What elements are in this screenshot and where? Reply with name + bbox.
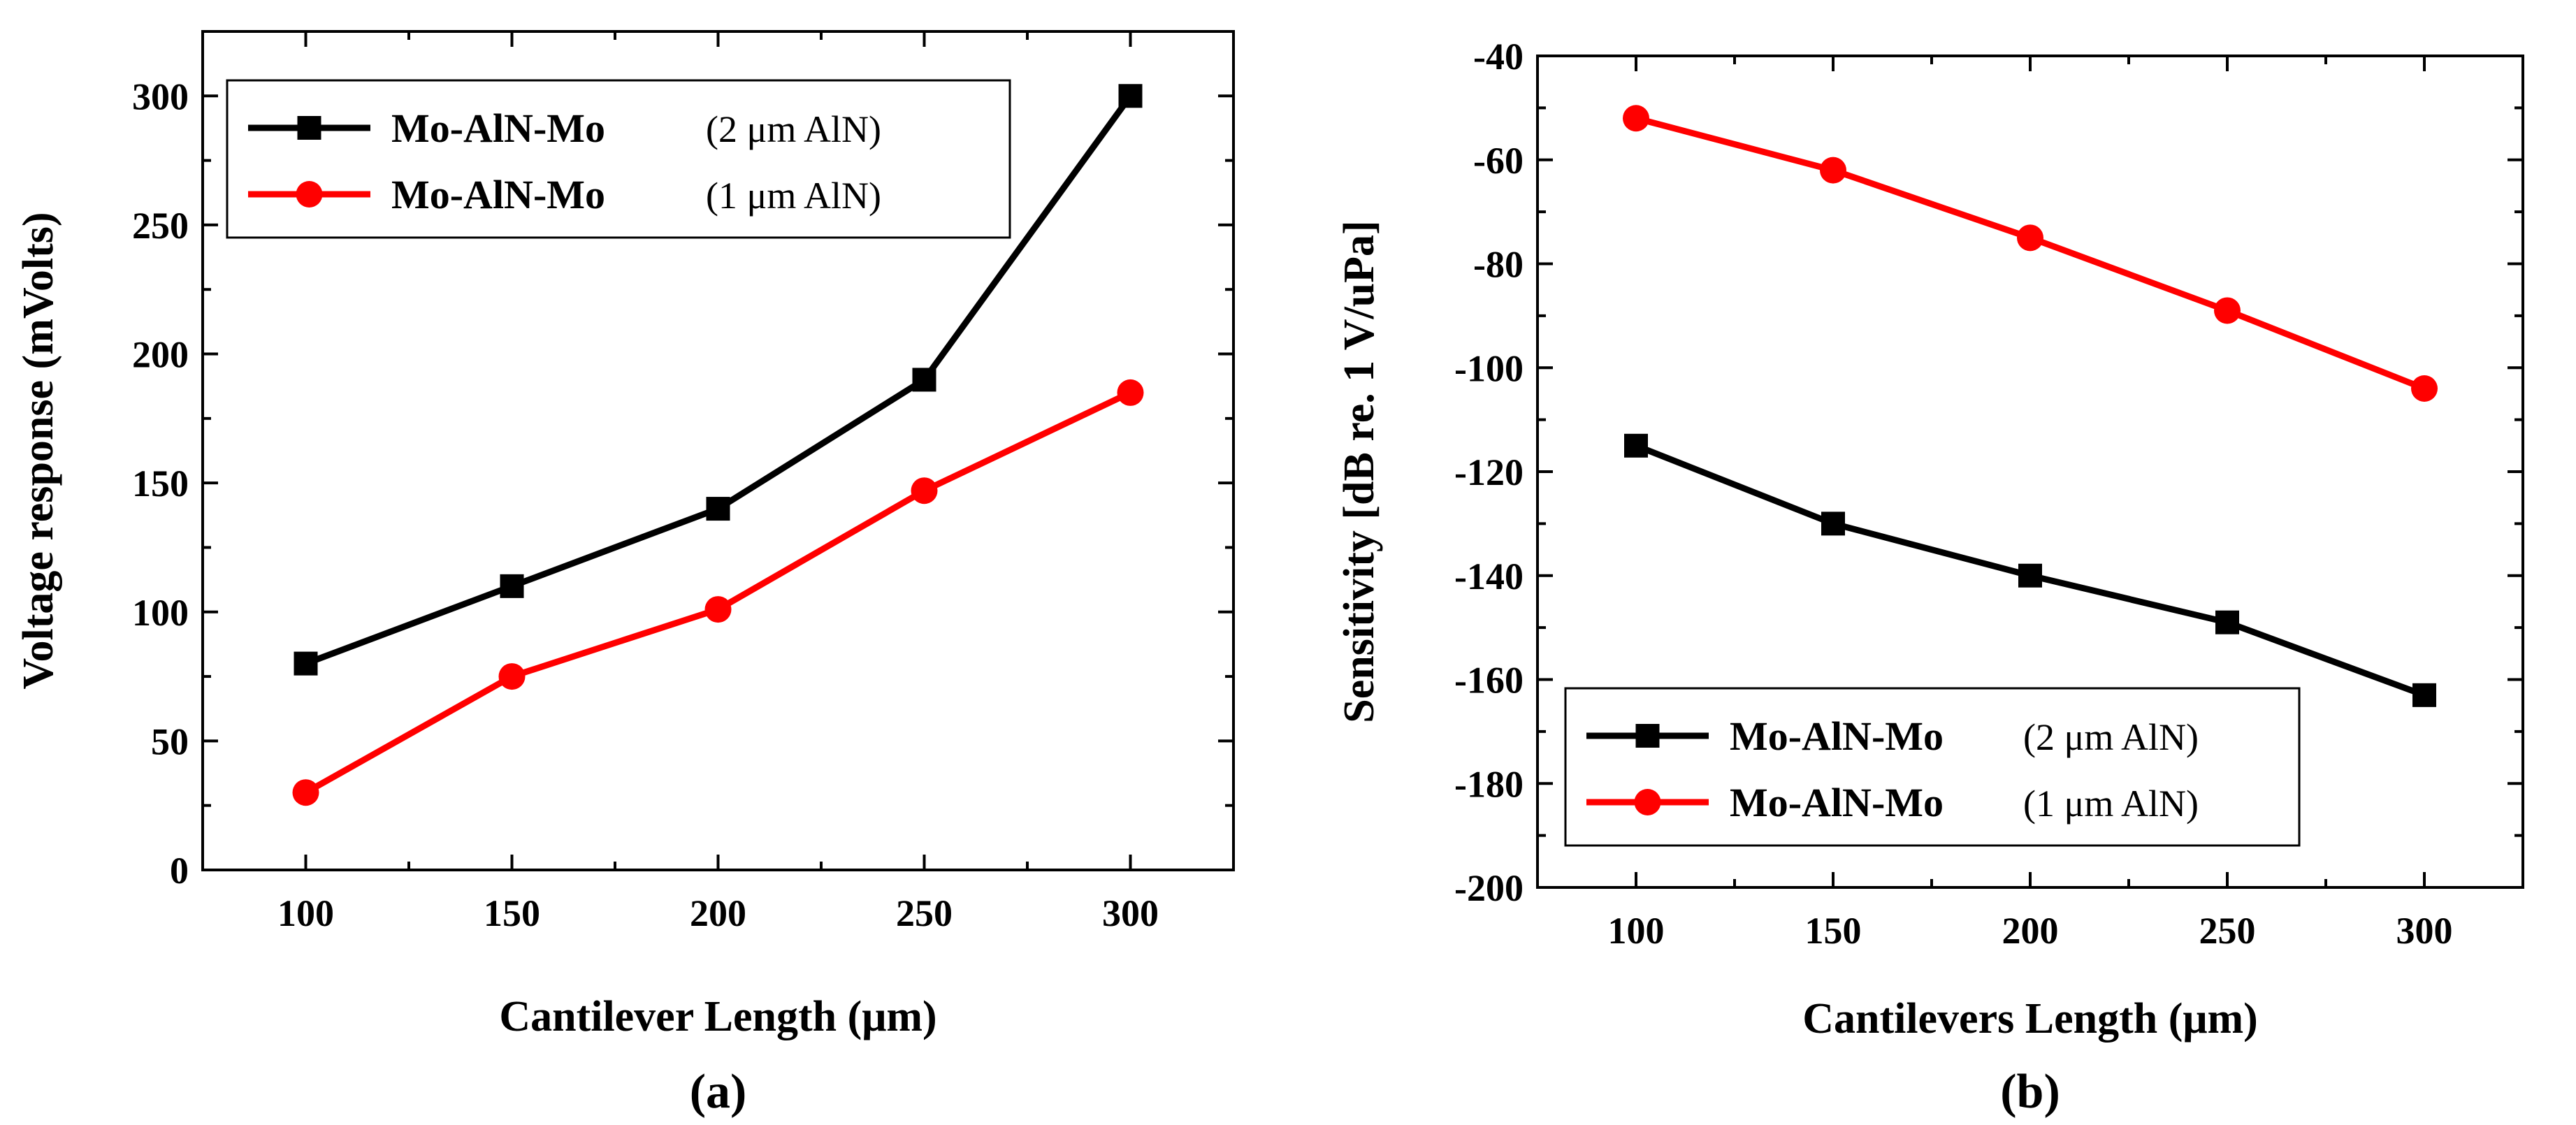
series-black-2um [1624,433,2436,707]
data-point [2411,375,2438,402]
legend-label: Mo-AlN-Mo [391,106,605,151]
legend-marker [297,116,321,140]
y-tick-label: -100 [1454,347,1524,389]
y-tick-label: -160 [1454,660,1524,702]
x-axis-title: Cantilever Length (μm) [499,993,936,1040]
x-tick-label: 100 [277,892,334,934]
y-axis-title: Sensitivity [dB re. 1 V/uPa] [1336,220,1383,723]
y-tick-label: -180 [1454,763,1524,805]
chart-panel-b: 100 150 200 250 300 -200 -180 -160 -140 -120 -100 -… [1336,36,2524,1119]
legend: Mo-AlN-Mo (2 μm AlN) Mo-AlN-Mo (1 μm AlN) [226,79,1011,239]
data-point [292,779,319,806]
x-tick-label: 250 [2199,910,2256,952]
data-point [706,497,730,521]
y-tick-label: 100 [132,592,189,634]
legend-marker [1635,724,1660,748]
panel-label: (a) [690,1065,747,1119]
legend-label: Mo-AlN-Mo [391,172,605,217]
y-tick-label: -140 [1454,556,1524,597]
x-tick-label: 200 [690,892,746,934]
data-point [2214,297,2241,324]
legend-suffix: (1 μm AlN) [2023,783,2199,825]
y-tick-label: 50 [151,720,189,762]
series-line [304,389,1132,796]
series-red-1um [292,379,1144,806]
data-point [498,663,526,690]
data-point [1623,105,1649,132]
legend-suffix: (2 μm AlN) [2023,716,2199,758]
y-tick-label: -200 [1454,867,1524,909]
y-tick-label: -60 [1473,140,1524,182]
x-tick-label: 250 [896,892,953,934]
y-tick-label: 200 [132,334,189,376]
data-point [1118,84,1143,108]
data-point [1820,157,1846,184]
x-tick-label: 300 [1102,892,1159,934]
y-tick-label: 250 [132,205,189,247]
data-point [1624,433,1648,458]
data-point [2412,683,2436,707]
legend-box [226,79,1011,239]
series-black-2um [294,84,1143,676]
legend-label: Mo-AlN-Mo [1730,780,1944,825]
x-tick-label: 150 [484,892,540,934]
data-point [704,596,732,623]
legend-box [1564,687,2301,847]
data-point [294,651,318,676]
x-tick-label: 150 [1805,910,1862,952]
y-tick-label: -40 [1473,36,1524,78]
data-point [1117,379,1144,406]
x-axis-title: Cantilevers Length (μm) [1802,995,2258,1043]
y-tick-label: 300 [132,75,189,117]
legend-marker [1634,789,1661,815]
series-red-1um [1623,105,2438,402]
series-line [1635,115,2426,392]
y-tick-label: -120 [1454,451,1524,493]
data-point [2018,563,2042,588]
legend-suffix: (1 μm AlN) [706,175,881,217]
x-tick-label: 300 [2396,910,2453,952]
x-tick-label: 100 [1608,910,1665,952]
data-point [912,368,936,392]
panel-label: (b) [2000,1065,2060,1119]
data-point [2215,610,2239,634]
legend: Mo-AlN-Mo (2 μm AlN) Mo-AlN-Mo (1 μm AlN) [1564,687,2301,847]
x-tick-label: 200 [2002,910,2059,952]
y-axis-title: Voltage response (mVolts) [15,212,62,689]
data-point [1821,511,1845,536]
y-tick-label: 0 [170,850,189,892]
y-tick-label: 150 [132,463,189,505]
legend-suffix: (2 μm AlN) [706,108,881,150]
legend-label: Mo-AlN-Mo [1730,713,1944,759]
y-tick-label: -80 [1473,244,1524,286]
data-point [2017,224,2043,252]
data-point [500,574,524,598]
data-point [911,477,938,505]
chart-panel-a: 100 150 200 250 300 0 50 100 150 200 250 300 Cantile… [15,30,1235,1119]
legend-marker [296,181,323,208]
